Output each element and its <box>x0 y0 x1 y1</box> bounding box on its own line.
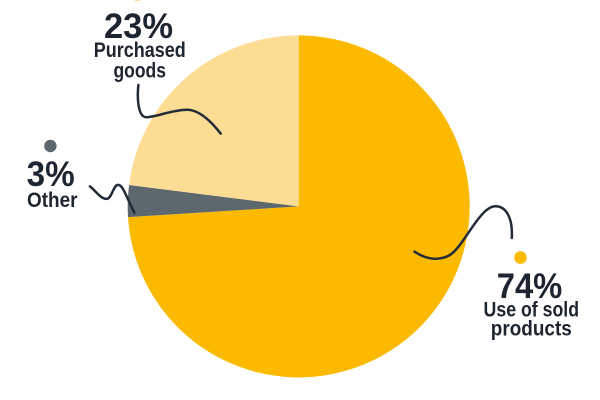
svg-text:Purchased: Purchased <box>94 39 186 62</box>
svg-text:3%: 3% <box>27 154 75 194</box>
svg-text:products: products <box>491 317 572 340</box>
svg-text:Use of sold: Use of sold <box>484 299 580 322</box>
svg-text:74%: 74% <box>497 266 563 306</box>
svg-text:23%: 23% <box>104 6 173 46</box>
svg-text:Other: Other <box>27 189 78 212</box>
svg-text:goods: goods <box>113 60 166 83</box>
